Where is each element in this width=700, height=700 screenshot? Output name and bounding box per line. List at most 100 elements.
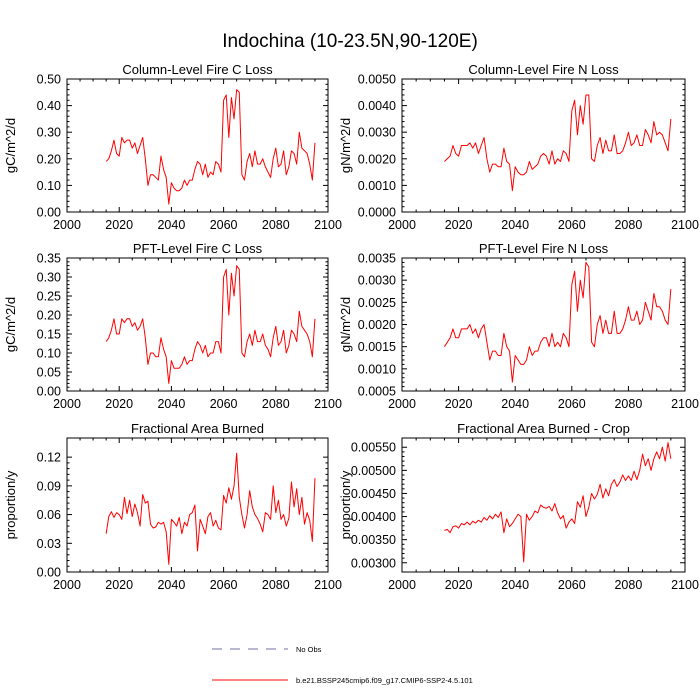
y-tick-label: 0.50: [37, 73, 61, 87]
x-tick-label: 2080: [614, 218, 642, 232]
x-tick-label: 2060: [558, 218, 586, 232]
y-tick-label: 0.00: [37, 385, 61, 399]
y-tick-label: 0.00550: [351, 441, 396, 455]
x-tick-label: 2100: [314, 578, 342, 592]
y-tick-label: 0.20: [37, 309, 61, 323]
panel-pft-fire-c: PFT-Level Fire C Loss 2000 2020 2040 2060 208…: [3, 241, 342, 411]
x-tick-label: 2060: [558, 578, 586, 592]
series-line-model: [105, 265, 316, 384]
x-tick-label: 2000: [388, 218, 416, 232]
panel-area-burned-crop: Fractional Area Burned - Crop 2000 2020 204…: [338, 421, 699, 592]
panel-column-fire-c: Column-Level Fire C Loss 2000 2020 2040 2060…: [3, 62, 342, 232]
panel-column-fire-n: Column-Level Fire N Loss 2000 2020 2040 2060…: [338, 62, 699, 232]
series-line-model: [105, 89, 316, 205]
y-axis-label: gN/m^2/d: [338, 297, 353, 352]
x-tick-label: 2080: [614, 397, 642, 411]
x-tick-label: 2020: [445, 218, 473, 232]
y-tick-label: 0.20: [37, 152, 61, 166]
panel-area-burned: Fractional Area Burned 2000 2020 2040 2060 20…: [3, 421, 342, 592]
x-tick-label: 2040: [157, 218, 185, 232]
x-tick-label: 2020: [445, 397, 473, 411]
y-axis-label: gC/m^2/d: [3, 297, 18, 352]
x-tick-label: 2060: [210, 218, 238, 232]
panels: Column-Level Fire C Loss 2000 2020 2040 2060…: [3, 62, 699, 592]
x-tick-label: 2060: [210, 578, 238, 592]
y-tick-label: 0.0040: [358, 99, 396, 113]
y-tick-label: 0.00500: [351, 464, 396, 478]
x-tick-label: 2020: [105, 578, 133, 592]
y-tick-label: 0.00450: [351, 487, 396, 501]
y-tick-label: 0.30: [37, 271, 61, 285]
series-line-model: [444, 442, 672, 563]
legend: No Obs b.e21.BSSP245cmip6.f09_g17.CMIP6-…: [212, 645, 473, 685]
plot-frame: [66, 257, 329, 392]
x-tick-label: 2080: [262, 397, 290, 411]
y-axis-label: gC/m^2/d: [3, 118, 18, 173]
y-tick-label: 0.40: [37, 99, 61, 113]
plot-frame: [66, 78, 329, 213]
x-tick-label: 2000: [388, 578, 416, 592]
y-axis-label: proportion/y: [338, 470, 353, 539]
x-tick-label: 2020: [445, 578, 473, 592]
series-line-model: [444, 94, 672, 192]
y-tick-label: 0.0050: [358, 73, 396, 87]
x-tick-label: 2040: [157, 397, 185, 411]
y-tick-label: 0.09: [37, 479, 61, 493]
panel-title: Column-Level Fire C Loss: [122, 62, 273, 77]
x-tick-label: 2060: [210, 397, 238, 411]
x-tick-label: 2040: [501, 218, 529, 232]
panel-title: PFT-Level Fire C Loss: [133, 241, 263, 256]
y-tick-label: 0.05: [37, 366, 61, 380]
x-tick-label: 2100: [314, 218, 342, 232]
plot-frame: [401, 257, 686, 392]
x-tick-label: 2040: [501, 397, 529, 411]
y-tick-label: 0.12: [37, 451, 61, 465]
figure-title: Indochina (10-23.5N,90-120E): [222, 31, 478, 52]
y-tick-label: 0.25: [37, 290, 61, 304]
y-tick-label: 0.00400: [351, 510, 396, 524]
panel-title: Fractional Area Burned: [131, 421, 264, 436]
x-tick-label: 2000: [53, 578, 81, 592]
x-tick-label: 2080: [262, 218, 290, 232]
x-tick-label: 2000: [53, 218, 81, 232]
y-tick-label: 0.00300: [351, 556, 396, 570]
y-tick-label: 0.35: [37, 252, 61, 266]
y-tick-label: 0.0030: [358, 126, 396, 140]
y-tick-label: 0.10: [37, 179, 61, 193]
legend-obs-label: No Obs: [296, 645, 322, 654]
x-tick-label: 2040: [157, 578, 185, 592]
y-tick-label: 0.00: [37, 206, 61, 220]
panel-title: PFT-Level Fire N Loss: [479, 241, 609, 256]
y-tick-label: 0.0025: [358, 296, 396, 310]
plot-frame: [401, 437, 686, 573]
y-tick-label: 0.06: [37, 508, 61, 522]
y-tick-label: 0.0015: [358, 340, 396, 354]
x-tick-label: 2000: [53, 397, 81, 411]
x-tick-label: 2100: [671, 578, 699, 592]
y-tick-label: 0.0030: [358, 274, 396, 288]
x-tick-label: 2020: [105, 218, 133, 232]
x-tick-label: 2100: [671, 397, 699, 411]
x-tick-label: 2000: [388, 397, 416, 411]
y-tick-label: 0.0035: [358, 252, 396, 266]
panel-pft-fire-n: PFT-Level Fire N Loss 2000 2020 2040 2060 208…: [338, 241, 699, 411]
y-tick-label: 0.10: [37, 347, 61, 361]
legend-model-label: b.e21.BSSP245cmip6.f09_g17.CMIP6-SSP2-4.…: [296, 676, 473, 685]
x-tick-label: 2020: [105, 397, 133, 411]
series-line-model: [444, 261, 672, 383]
y-tick-label: 0.0010: [358, 362, 396, 376]
y-tick-label: 0.30: [37, 126, 61, 140]
x-tick-label: 2080: [262, 578, 290, 592]
x-tick-label: 2100: [314, 397, 342, 411]
y-tick-label: 0.0005: [358, 385, 396, 399]
panel-title: Column-Level Fire N Loss: [468, 62, 619, 77]
y-tick-label: 0.0020: [358, 318, 396, 332]
y-axis-label: proportion/y: [3, 470, 18, 539]
y-tick-label: 0.00: [37, 566, 61, 580]
y-tick-label: 0.0020: [358, 152, 396, 166]
y-tick-label: 0.0010: [358, 179, 396, 193]
y-tick-label: 0.03: [37, 537, 61, 551]
x-tick-label: 2060: [558, 397, 586, 411]
x-tick-label: 2080: [614, 578, 642, 592]
